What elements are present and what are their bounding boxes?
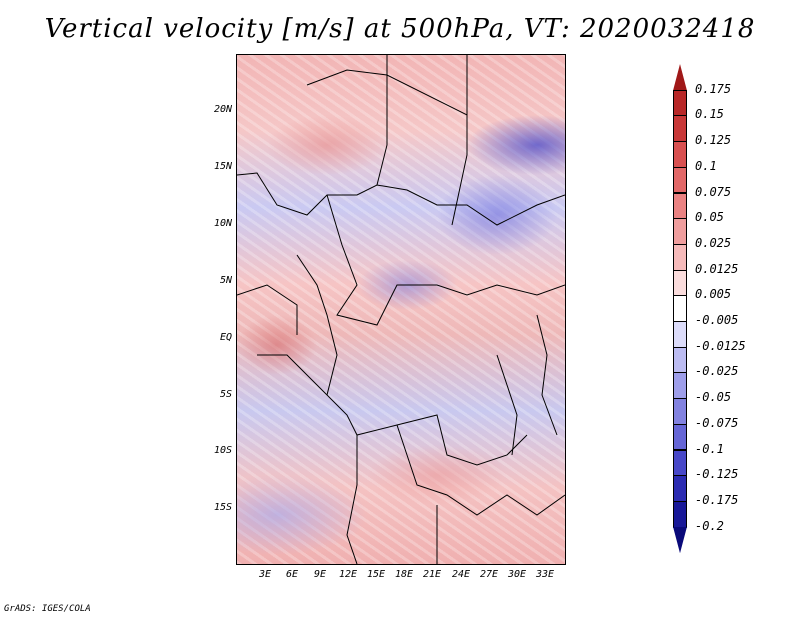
colorbar-segment (673, 500, 687, 528)
colorbar-label: 0.0125 (695, 261, 739, 276)
colorbar-label: -0.1 (695, 441, 724, 456)
colorbar-label: -0.025 (695, 364, 739, 379)
footer-credit: GrADS: IGES/COLA (4, 604, 91, 614)
y-tick-5s: 5S (219, 389, 232, 400)
colorbar-segment (673, 141, 687, 168)
y-tick-10s: 10S (213, 445, 232, 456)
colorbar-label: 0.025 (695, 235, 732, 250)
y-tick-15s: 15S (213, 502, 232, 513)
colorbar-label: 0.1 (695, 158, 717, 173)
colorbar-label: -0.125 (695, 467, 739, 482)
velocity-map (236, 54, 566, 565)
colorbar-label: -0.0125 (695, 338, 746, 353)
colorbar-label: -0.075 (695, 415, 739, 430)
colorbar-label: 0.175 (695, 81, 732, 96)
colorbar-segment (673, 243, 687, 271)
colorbar-segment (673, 166, 687, 194)
colorbar-segment (673, 295, 687, 322)
colorbar-label: 0.075 (695, 184, 732, 199)
colorbar-label: -0.175 (695, 492, 739, 507)
colorbar-segment (673, 115, 687, 143)
colorbar-segment (673, 423, 687, 451)
y-tick-5n: 5N (219, 275, 232, 286)
y-tick-eq: EQ (219, 332, 232, 343)
colorbar-segment (673, 89, 687, 117)
map-title: Vertical velocity [m/s] at 500hPa, VT: 2… (44, 14, 756, 44)
country-borders (237, 55, 565, 564)
x-tick-18e: 18E (394, 569, 414, 580)
colorbar-segment (673, 398, 687, 425)
colorbar-label: -0.005 (695, 313, 739, 327)
colorbar-segment (673, 218, 687, 245)
x-tick-27e: 27E (479, 569, 499, 580)
x-tick-6e: 6E (285, 569, 299, 580)
x-tick-33e: 33E (535, 569, 555, 580)
colorbar-segment (673, 526, 687, 554)
x-tick-21e: 21E (422, 569, 442, 580)
colorbar-segment (673, 192, 687, 220)
colorbar-segment (673, 269, 687, 297)
y-tick-20n: 20N (213, 104, 232, 115)
colorbar-label: 0.05 (695, 210, 724, 225)
x-tick-12e: 12E (338, 569, 358, 580)
y-tick-10n: 10N (213, 218, 232, 229)
x-tick-30e: 30E (507, 569, 527, 580)
colorbar-label: -0.2 (695, 518, 724, 533)
colorbar-segment (673, 346, 687, 374)
colorbar-segment (673, 64, 687, 91)
colorbar-label: 0.15 (695, 107, 724, 122)
x-tick-15e: 15E (366, 569, 386, 580)
colorbar-label: 0.125 (695, 133, 732, 148)
y-tick-15n: 15N (213, 161, 232, 172)
colorbar-segment (673, 372, 687, 400)
colorbar-segment (673, 449, 687, 477)
colorbar-segment (673, 321, 687, 348)
colorbar-segment (673, 475, 687, 502)
x-tick-9e: 9E (313, 569, 327, 580)
x-tick-3e: 3E (258, 569, 272, 580)
colorbar-label: -0.05 (695, 390, 732, 405)
colorbar-label: 0.005 (695, 287, 732, 302)
x-tick-24e: 24E (451, 569, 471, 580)
